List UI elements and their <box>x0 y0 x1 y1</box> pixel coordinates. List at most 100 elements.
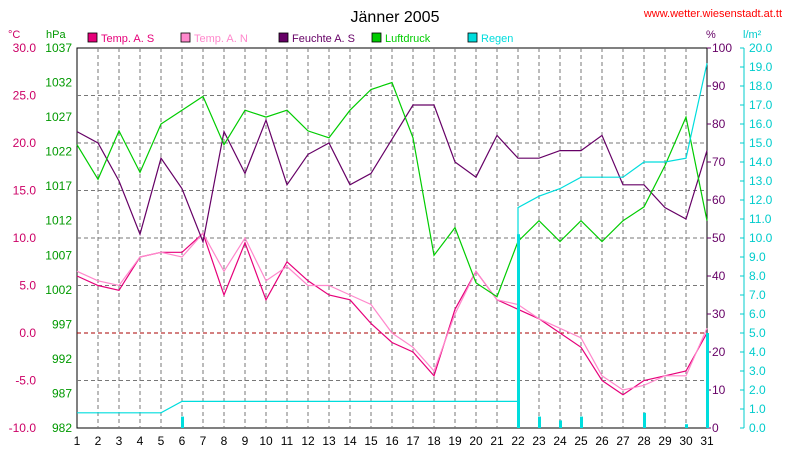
rain-bar <box>181 416 184 428</box>
x-tick-label: 23 <box>532 434 546 448</box>
legend: Temp. A. S Temp. A. N Feuchte A. S Luftdruc… <box>87 32 513 45</box>
humidity-tick-label: 100 <box>712 41 732 55</box>
legend-swatch <box>371 32 382 43</box>
temp-tick-label: 30.0 <box>13 41 37 55</box>
rain-bar <box>643 412 646 428</box>
pressure-tick-label: 982 <box>52 421 72 435</box>
legend-label: Luftdruck <box>385 33 431 45</box>
rain-tick-label: 0.0 <box>749 421 766 435</box>
x-tick-label: 7 <box>200 434 207 448</box>
temp-tick-label: 25.0 <box>13 89 37 103</box>
pressure-tick-label: 997 <box>52 317 72 331</box>
temp-tick-label: -10.0 <box>9 421 37 435</box>
humidity-tick-label: 20 <box>712 345 726 359</box>
legend-label: Temp. A. S <box>101 33 154 45</box>
rain-tick-label: 10.0 <box>749 231 773 245</box>
x-tick-label: 30 <box>679 434 693 448</box>
pressure-tick-label: 1037 <box>45 41 72 55</box>
x-tick-label: 27 <box>616 434 630 448</box>
x-tick-label: 8 <box>221 434 228 448</box>
chart-title: Jänner 2005 <box>351 9 440 26</box>
rain-tick-label: 17.0 <box>749 98 773 112</box>
rain-unit-label: l/m² <box>743 29 762 41</box>
rain-bar <box>685 424 688 428</box>
series-line <box>76 104 708 244</box>
rain-tick-label: 6.0 <box>749 307 766 321</box>
rain-tick-label: 14.0 <box>749 155 773 169</box>
legend-swatch <box>278 32 289 43</box>
x-tick-label: 21 <box>490 434 504 448</box>
pressure-tick-label: 1027 <box>45 110 72 124</box>
rain-tick-label: 11.0 <box>749 212 772 226</box>
x-tick-label: 29 <box>658 434 672 448</box>
humidity-tick-label: 60 <box>712 193 726 207</box>
x-tick-label: 25 <box>574 434 588 448</box>
x-tick-label: 28 <box>637 434 651 448</box>
x-tick-label: 22 <box>511 434 525 448</box>
x-tick-label: 15 <box>364 434 378 448</box>
pressure-tick-label: 1007 <box>45 248 72 262</box>
humidity-tick-label: 10 <box>712 383 726 397</box>
rain-bar <box>538 416 541 428</box>
grid <box>76 47 708 429</box>
rain-tick-label: 16.0 <box>749 117 773 131</box>
series-line <box>76 232 708 391</box>
pressure-tick-label: 1002 <box>45 283 72 297</box>
humidity-tick-label: 0 <box>712 421 719 435</box>
series-lines <box>76 63 709 428</box>
x-tick-label: 16 <box>385 434 399 448</box>
rain-tick-label: 5.0 <box>749 326 766 340</box>
x-tick-label: 26 <box>595 434 609 448</box>
series-line <box>76 81 708 298</box>
x-tick-label: 5 <box>158 434 165 448</box>
x-tick-label: 3 <box>116 434 123 448</box>
x-tick-label: 9 <box>242 434 249 448</box>
x-tick-label: 10 <box>259 434 273 448</box>
legend-swatch <box>87 32 98 43</box>
x-tick-label: 13 <box>322 434 336 448</box>
humidity-tick-label: 30 <box>712 307 726 321</box>
legend-swatch <box>180 32 191 43</box>
rain-tick-label: 7.0 <box>749 288 766 302</box>
rain-tick-label: 8.0 <box>749 269 766 283</box>
rain-tick-label: 4.0 <box>749 345 766 359</box>
humidity-tick-label: 50 <box>712 231 726 245</box>
rain-tick-label: 20.0 <box>749 41 773 55</box>
rain-bar <box>559 420 562 428</box>
temp-tick-label: 5.0 <box>19 279 36 293</box>
temp-unit-label: °C <box>8 29 20 41</box>
humidity-unit-label: % <box>706 29 716 41</box>
x-tick-label: 20 <box>469 434 483 448</box>
x-tick-label: 12 <box>301 434 315 448</box>
humidity-tick-label: 70 <box>712 155 726 169</box>
temp-tick-label: 0.0 <box>19 326 36 340</box>
rain-tick-label: 3.0 <box>749 364 766 378</box>
rain-tick-label: 18.0 <box>749 79 773 93</box>
pressure-unit-label: hPa <box>46 29 66 41</box>
x-tick-label: 1 <box>74 434 81 448</box>
temp-tick-label: 20.0 <box>13 136 37 150</box>
legend-label: Temp. A. N <box>194 33 248 45</box>
legend-label: Feuchte A. S <box>292 33 355 45</box>
rain-bar <box>706 333 709 428</box>
pressure-tick-label: 1022 <box>45 145 72 159</box>
x-tick-label: 2 <box>95 434 102 448</box>
rain-tick-label: 19.0 <box>749 60 773 74</box>
legend-label: Regen <box>481 33 513 45</box>
humidity-tick-label: 40 <box>712 269 726 283</box>
rain-bar <box>517 234 520 428</box>
rain-tick-label: 1.0 <box>749 402 766 416</box>
humidity-tick-label: 80 <box>712 117 726 131</box>
rain-tick-label: 9.0 <box>749 250 766 264</box>
pressure-tick-label: 992 <box>52 352 72 366</box>
x-tick-label: 4 <box>137 434 144 448</box>
x-tick-label: 19 <box>448 434 462 448</box>
x-tick-label: 17 <box>406 434 420 448</box>
legend-swatch <box>467 32 478 43</box>
x-tick-label: 31 <box>700 434 714 448</box>
rain-tick-label: 2.0 <box>749 383 766 397</box>
rain-cumulative-line <box>77 63 708 414</box>
rain-bar <box>580 416 583 428</box>
pressure-tick-label: 1017 <box>45 179 72 193</box>
